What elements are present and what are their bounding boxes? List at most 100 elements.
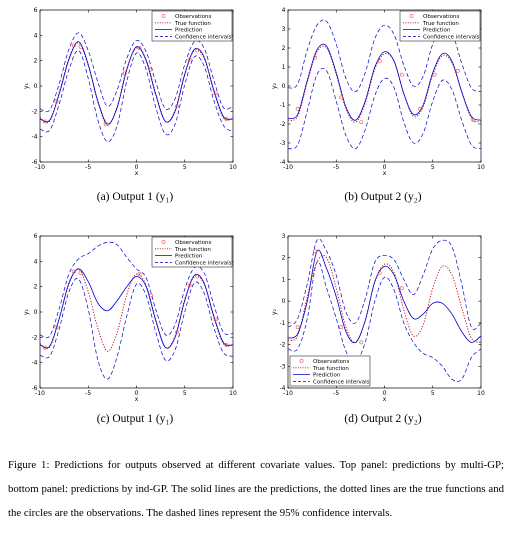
plot-panel-b: -10 -5 0 5 10-4-3-2-101234xy₂ObservationsTru… bbox=[271, 7, 485, 177]
observation-point bbox=[71, 43, 76, 48]
legend-prediction-label: Prediction bbox=[175, 28, 203, 34]
figure-caption: Figure 1: Predictions for outputs observ… bbox=[8, 459, 504, 519]
series-prediction bbox=[39, 268, 234, 349]
observation-point bbox=[359, 340, 364, 345]
x-axis-label: x bbox=[383, 396, 387, 403]
y-tick-label: -2 bbox=[280, 342, 286, 349]
x-tick-label: 0 bbox=[135, 390, 139, 397]
legend-observations-label: Observations bbox=[423, 14, 459, 20]
observation-point bbox=[377, 271, 382, 275]
observation-point bbox=[359, 120, 364, 125]
legend-confidence-label: Confidence intervals bbox=[175, 260, 232, 266]
series-true-function bbox=[39, 268, 234, 352]
observation-point bbox=[187, 283, 192, 288]
y-axis-label: y₂ bbox=[271, 308, 278, 315]
x-tick-label: 10 bbox=[229, 390, 237, 397]
y-tick-label: 1 bbox=[282, 64, 286, 71]
y-tick-label: -4 bbox=[32, 360, 38, 367]
x-tick-label: -5 bbox=[85, 164, 91, 171]
y-tick-label: -3 bbox=[280, 140, 286, 147]
x-tick-label: 10 bbox=[477, 390, 485, 397]
x-axis-label: x bbox=[135, 170, 139, 177]
subcaption-a: (a) Output 1 (y₁) bbox=[96, 191, 174, 203]
legend-observations-label: Observations bbox=[313, 359, 349, 365]
series-upper-confidence bbox=[287, 238, 482, 330]
subcaption-d: (d) Output 2 (y₂) bbox=[344, 413, 422, 425]
series-upper-confidence bbox=[39, 241, 234, 339]
observation-point bbox=[149, 293, 153, 298]
observation-point bbox=[432, 72, 437, 77]
y-tick-label: 1 bbox=[282, 276, 286, 283]
y-tick-label: 0 bbox=[282, 83, 286, 90]
observation-point bbox=[377, 59, 382, 64]
y-tick-label: 6 bbox=[34, 7, 38, 14]
legend-observations-marker bbox=[161, 14, 166, 18]
legend-observations-label: Observations bbox=[175, 14, 211, 20]
observation-point bbox=[224, 117, 229, 121]
observation-point bbox=[195, 48, 200, 53]
legend-observations-label: Observations bbox=[175, 240, 211, 246]
series-prediction bbox=[287, 249, 482, 344]
x-tick-label: 0 bbox=[383, 390, 387, 397]
observation-point bbox=[175, 104, 179, 109]
legend-confidence-label: Confidence intervals bbox=[423, 34, 480, 40]
legend-prediction-label: Prediction bbox=[423, 28, 451, 34]
observation-point bbox=[42, 119, 47, 124]
y-tick-label: 4 bbox=[34, 258, 38, 265]
series-lower-confidence bbox=[287, 260, 482, 382]
y-tick-label: 6 bbox=[34, 233, 38, 240]
y-tick-label: 2 bbox=[34, 284, 38, 291]
observation-point bbox=[399, 286, 404, 291]
y-tick-label: -3 bbox=[280, 363, 286, 370]
x-tick-label: -10 bbox=[283, 390, 293, 397]
x-tick-label: 10 bbox=[477, 164, 485, 171]
series-upper-confidence bbox=[39, 32, 234, 113]
observation-point bbox=[103, 122, 108, 126]
y-tick-label: 4 bbox=[282, 7, 286, 14]
observation-point bbox=[78, 270, 83, 275]
y-axis-label: y₁ bbox=[23, 308, 30, 315]
observation-point bbox=[471, 118, 476, 123]
y-tick-label: 0 bbox=[282, 298, 286, 305]
observation-point bbox=[123, 71, 127, 76]
y-tick-label: 0 bbox=[34, 309, 38, 316]
observation-point bbox=[195, 274, 200, 279]
legend-confidence-label: Confidence intervals bbox=[175, 34, 232, 40]
y-tick-label: -1 bbox=[280, 320, 286, 327]
x-tick-label: 5 bbox=[431, 164, 435, 171]
observation-point bbox=[313, 55, 317, 60]
x-tick-label: -5 bbox=[333, 390, 339, 397]
observation-point bbox=[339, 325, 343, 330]
legend-true_function-label: True function bbox=[312, 366, 349, 372]
x-tick-label: 5 bbox=[183, 390, 187, 397]
observation-point bbox=[455, 68, 460, 73]
y-tick-label: -4 bbox=[280, 159, 286, 166]
observation-point bbox=[187, 57, 192, 62]
x-axis-label: x bbox=[383, 170, 387, 177]
y-tick-label: -2 bbox=[32, 334, 38, 341]
x-tick-label: 0 bbox=[135, 164, 139, 171]
x-tick-label: -10 bbox=[35, 164, 45, 171]
x-axis-label: x bbox=[135, 396, 139, 403]
x-tick-label: -5 bbox=[333, 164, 339, 171]
observation-point bbox=[42, 345, 47, 350]
series-true-function bbox=[287, 255, 482, 343]
observation-point bbox=[149, 67, 153, 72]
observation-point bbox=[175, 330, 179, 335]
x-tick-label: -10 bbox=[283, 164, 293, 171]
legend-observations-marker bbox=[161, 240, 166, 244]
legend-prediction-label: Prediction bbox=[175, 254, 203, 260]
observation-point bbox=[137, 272, 142, 276]
observation-point bbox=[313, 249, 317, 254]
legend-prediction-label: Prediction bbox=[313, 373, 341, 379]
y-tick-label: -2 bbox=[280, 121, 286, 128]
y-axis-label: y₁ bbox=[23, 82, 30, 89]
observation-point bbox=[213, 91, 218, 96]
x-tick-label: 5 bbox=[183, 164, 187, 171]
observation-point bbox=[295, 325, 300, 330]
observation-point bbox=[399, 72, 404, 77]
observation-point bbox=[71, 269, 76, 274]
observation-point bbox=[339, 95, 343, 100]
